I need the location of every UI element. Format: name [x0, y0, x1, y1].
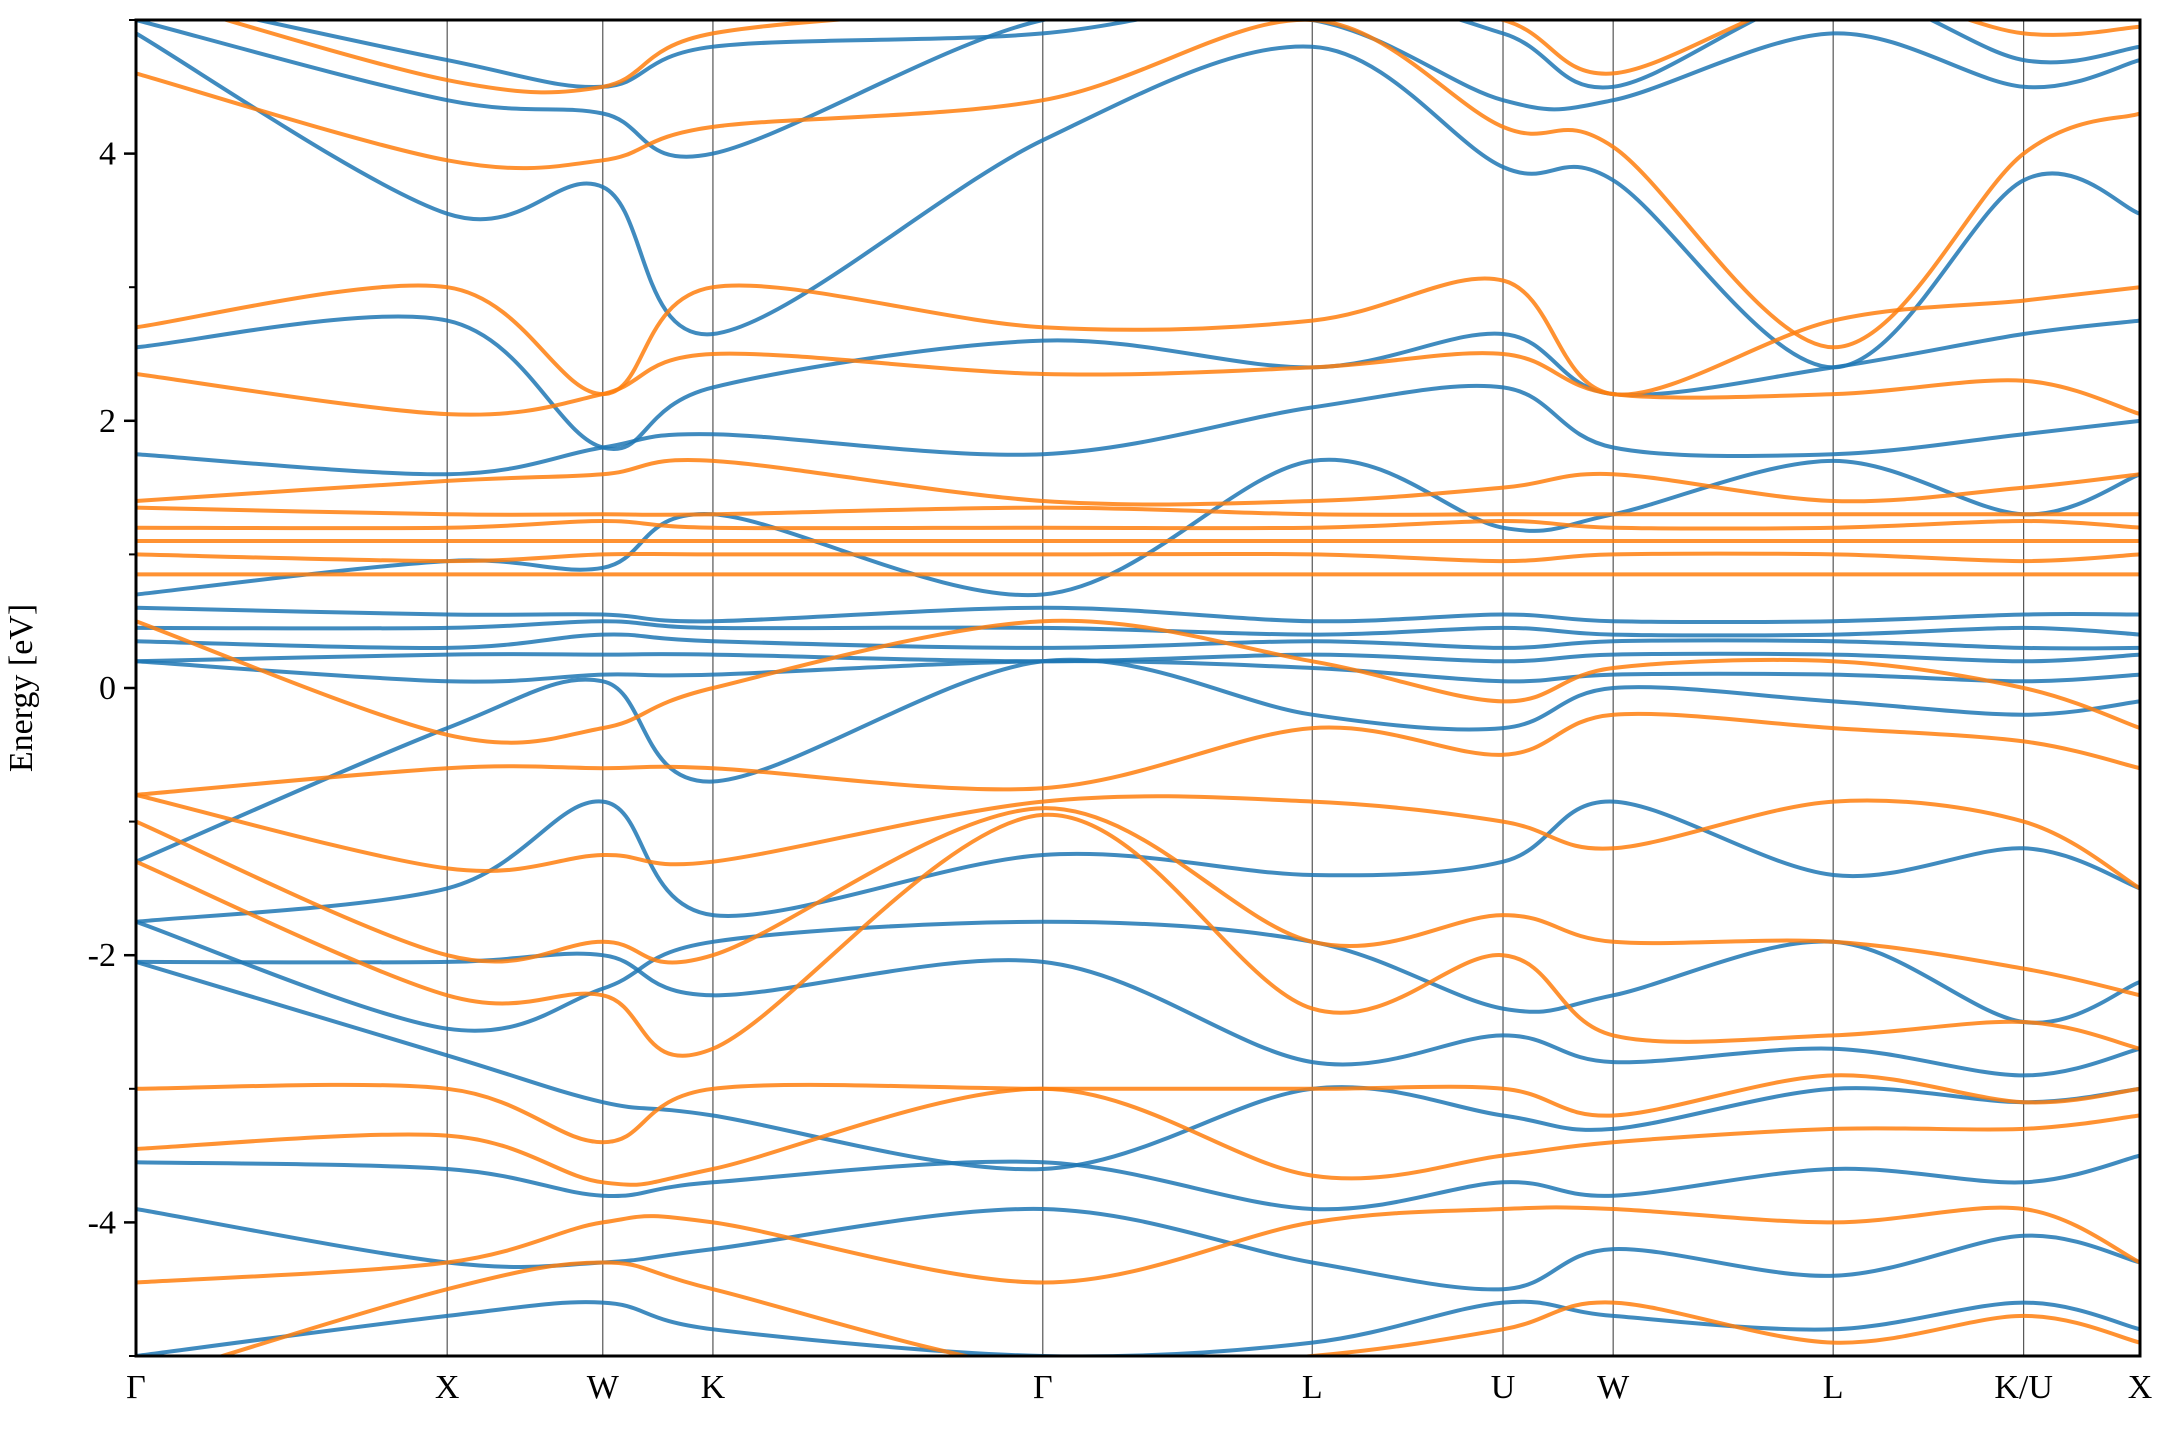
band-line [136, 314, 2140, 451]
band-line [136, 919, 2140, 1033]
x-tick-label: K/U [1994, 1369, 2053, 1406]
x-tick-label: U [1491, 1369, 1516, 1406]
x-tick-label: X [435, 1369, 460, 1406]
band-line [136, 632, 2140, 651]
band-line [136, 792, 2140, 891]
band-line [215, 1260, 2140, 1356]
band-line [136, 20, 2140, 350]
band-line [136, 799, 2140, 924]
x-tick-label: L [1302, 1369, 1323, 1406]
band-line [136, 806, 2140, 998]
x-axis-ticks: Γ X W K Γ L U W L K/U X [126, 1369, 2152, 1406]
band-line [219, 20, 2140, 95]
x-tick-label: Γ [1033, 1369, 1053, 1406]
band-line [136, 518, 2140, 531]
x-tick-label: L [1823, 1369, 1844, 1406]
y-tick-label: -2 [88, 937, 116, 974]
band-line [136, 618, 2140, 745]
plot-frame [134, 18, 2142, 1358]
band-line [249, 20, 2140, 90]
band-line [136, 31, 2140, 370]
bands-layer [136, 20, 2140, 1356]
band-line [136, 619, 2140, 638]
y-axis-label: Energy [eV] [3, 604, 40, 772]
band-line [136, 276, 2140, 397]
x-tick-label: W [587, 1369, 620, 1406]
x-tick-label: W [1597, 1369, 1630, 1406]
y-tick-label: 0 [99, 670, 116, 707]
band-line [136, 551, 2140, 564]
y-tick-label: 2 [99, 403, 116, 440]
band-line [136, 458, 2140, 507]
high-symmetry-lines [446, 20, 2025, 1356]
y-axis-ticks: -4 -2 0 2 4 [88, 19, 136, 1357]
band-line [136, 1153, 2140, 1212]
series-orange [136, 20, 2140, 1356]
x-tick-label: Γ [126, 1369, 146, 1406]
band-line [136, 959, 2140, 1172]
band-line [136, 1086, 2140, 1187]
band-line [136, 505, 2140, 517]
band-line [136, 20, 2140, 159]
band-line [136, 383, 2140, 477]
band-line [136, 657, 2140, 864]
band-line [136, 711, 2140, 797]
band-line [136, 951, 2140, 1078]
band-line [136, 605, 2140, 625]
x-tick-label: X [2128, 1369, 2153, 1406]
series-blue [136, 20, 2140, 1356]
band-line [136, 351, 2140, 417]
band-line [136, 1073, 2140, 1145]
x-tick-label: K [701, 1369, 726, 1406]
band-line [136, 659, 2140, 684]
band-line [136, 1299, 2140, 1356]
band-line [136, 812, 2140, 1058]
band-line [136, 651, 2140, 664]
y-tick-label: 4 [99, 136, 116, 173]
band-line [136, 1205, 2140, 1285]
band-line [136, 457, 2140, 598]
y-tick-label: -4 [88, 1204, 116, 1241]
